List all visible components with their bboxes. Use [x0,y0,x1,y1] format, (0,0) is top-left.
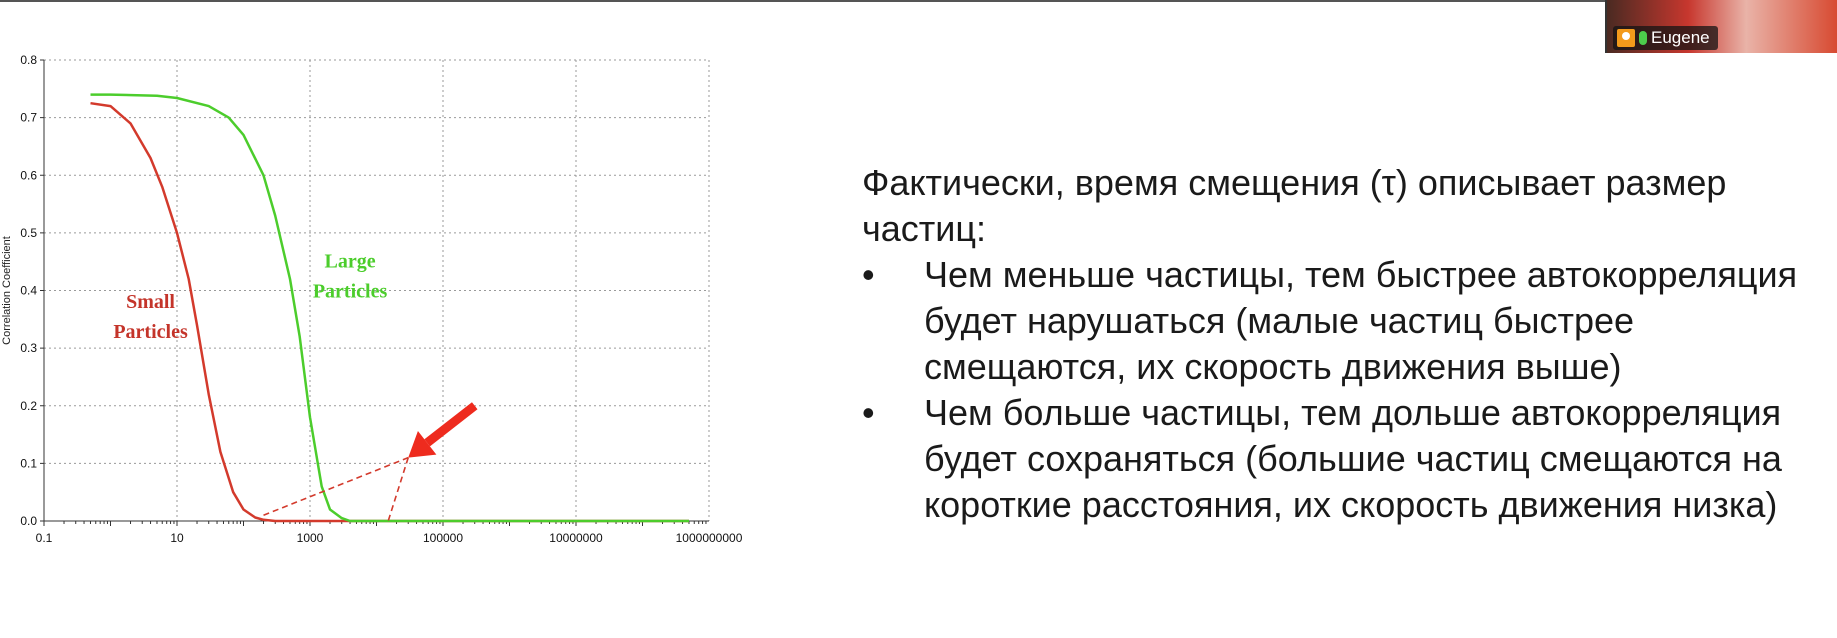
bullet-list: Чем меньше частицы, тем быстрее автокорр… [862,252,1832,528]
pointer-arrow-head [408,431,437,458]
y-tick-label: 0.3 [20,341,37,355]
y-tick-label: 0.2 [20,399,37,413]
y-tick-label: 0.1 [20,456,37,470]
chart-ticks: 0.1 10 1000 100000 10000000 1000000000 0.0 0.1 0… [20,53,742,545]
top-border [0,0,1605,2]
y-axis-label: Correlation Coefficient [1,236,13,345]
y-tick-label: 0.4 [20,284,37,298]
slide-text: Фактически, время смещения (τ) описывает… [862,160,1832,528]
x-tick-label: 10000000 [549,531,603,545]
participant-name: Eugene [1651,28,1710,47]
y-tick-label: 0.8 [20,53,37,67]
x-tick-label: 10 [170,531,184,545]
x-tick-label: 100000 [423,531,463,545]
tangent-line [263,456,409,516]
chart-annotations: Large Particles Small Particles [113,250,478,522]
bullet-large-particles: Чем больше частицы, тем дольше автокорре… [862,390,1832,528]
y-tick-label: 0.6 [20,168,37,182]
chart-series [90,93,689,523]
participant-video-tile[interactable]: Eugene [1605,0,1837,53]
series-line-small-particles [90,101,689,523]
x-tick-label: 0.1 [36,531,53,545]
participant-badge: Eugene [1613,26,1718,50]
microphone-icon[interactable] [1639,31,1647,45]
y-tick-label: 0.0 [20,514,37,528]
pointer-arrow-shaft [424,402,478,447]
slide-intro: Фактически, время смещения (τ) описывает… [862,162,1727,249]
chart-grid [44,59,710,521]
y-tick-label: 0.7 [20,111,37,125]
x-tick-label: 1000000000 [676,531,743,545]
series-line-large-particles [90,93,689,523]
y-tick-label: 0.5 [20,226,37,240]
tangent-line [387,457,409,522]
series-annotation: Large Particles [313,250,388,302]
user-avatar-icon [1617,29,1635,47]
bullet-small-particles: Чем меньше частицы, тем быстрее автокорр… [862,252,1832,390]
correlation-chart: 0.1 10 1000 100000 10000000 1000000000 0.0 0.1 0… [1,53,743,545]
series-annotation: Small Particles [113,291,188,343]
x-tick-label: 1000 [297,531,324,545]
